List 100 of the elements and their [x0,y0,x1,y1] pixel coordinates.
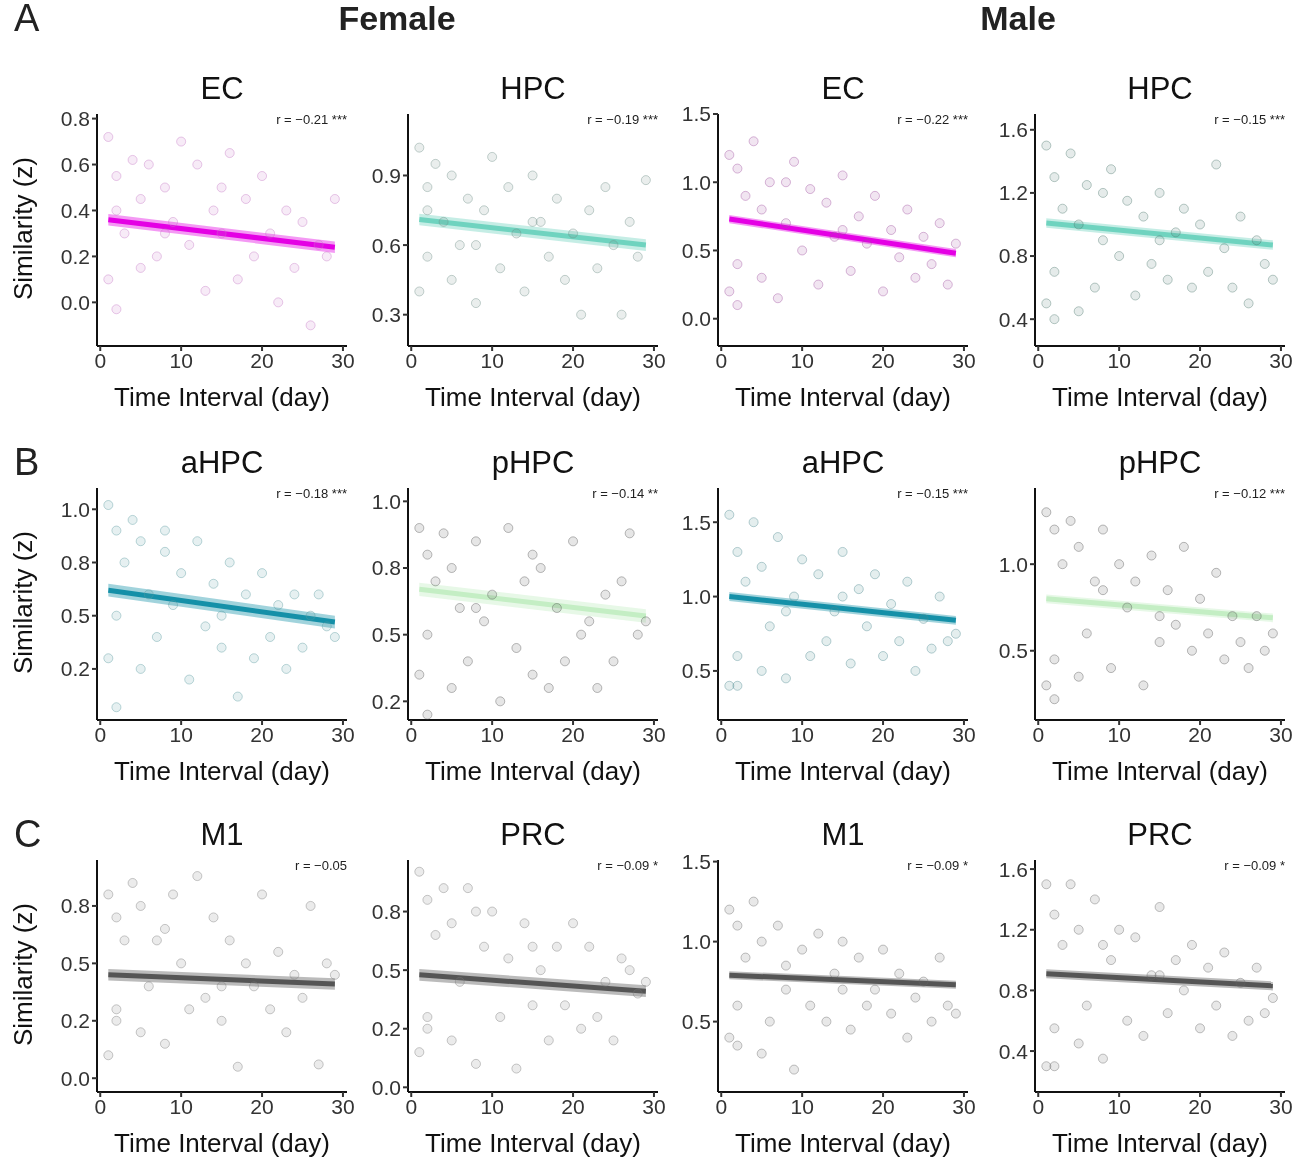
point [902,576,913,587]
point [446,274,457,285]
y-tick-label: 0.9 [371,163,401,187]
point [600,589,611,600]
point [724,286,735,297]
point [265,631,276,642]
y-tick-label: 0.3 [371,303,401,327]
annotation: r = −0.15 *** [1214,112,1285,127]
point [273,600,284,611]
x-tick-label: 0 [715,348,728,372]
point [837,170,848,181]
point [1057,559,1068,570]
annotation: r = −0.09 * [597,858,658,873]
point [208,205,219,216]
point [119,228,130,239]
point [192,871,203,882]
point [422,549,433,560]
x-tick-label: 0 [405,722,418,746]
point [1106,955,1117,966]
point [224,557,235,568]
point [551,941,562,952]
x-axis-title: Time Interval (day) [114,382,330,412]
point [313,1059,324,1070]
point [422,1023,433,1034]
point [446,682,457,694]
point [281,1027,292,1038]
point [559,656,570,667]
y-tick-label: 0.6 [371,233,401,257]
point [414,286,425,297]
point [764,1016,775,1027]
x-axis-title: Time Interval (day) [735,382,951,412]
point [1041,680,1052,691]
point [422,182,433,193]
point [111,1004,122,1015]
x-tick-label: 0 [1032,348,1045,372]
point [829,968,840,979]
point [135,262,146,273]
point [1227,1030,1238,1041]
point [470,240,481,251]
x-tick-label: 0 [405,1094,418,1118]
point [780,177,791,188]
chart-title: M1 [200,817,244,852]
point [200,621,211,632]
point [216,610,227,621]
point [297,216,308,227]
point [829,231,840,242]
y-tick-label: 1.5 [681,510,711,534]
point [224,935,235,946]
point [257,889,268,900]
point [1049,266,1060,277]
point [797,944,808,955]
point [1154,235,1165,246]
y-tick-label: 0.5 [681,659,711,683]
x-axis-title: Time Interval (day) [735,756,951,786]
point [1203,962,1214,973]
point [535,965,546,976]
point [1243,663,1254,674]
y-tick-label: 1.0 [60,497,90,521]
point [732,546,743,557]
point [837,546,848,557]
point [159,525,170,536]
point [1097,187,1108,198]
point [487,589,498,600]
point [724,509,735,520]
point [527,170,538,181]
text: Female [337,0,457,38]
point [780,673,791,684]
point [869,569,880,580]
point [886,224,897,236]
point [805,184,816,195]
text: C [14,813,42,856]
point [576,1023,587,1034]
annotation: r = −0.15 *** [897,486,968,501]
point [789,591,800,602]
point [1154,611,1165,622]
point [176,568,187,579]
x-tick-label: 30 [1269,348,1293,372]
point [111,610,122,621]
point [248,981,259,992]
x-axis-title: Time Interval (day) [425,1128,641,1158]
y-tick-label: 1.5 [681,102,711,126]
x-tick-label: 20 [561,348,585,372]
point [470,602,481,614]
point [1097,1053,1108,1064]
point [103,1050,114,1061]
point [772,920,783,931]
x-tick-label: 10 [169,722,193,746]
point [454,976,465,987]
point [1235,211,1246,222]
point [422,894,433,905]
point [1267,992,1278,1003]
point [1073,924,1084,935]
x-tick-label: 10 [790,1094,814,1118]
x-tick-label: 0 [715,722,728,746]
point [321,621,332,632]
x-tick-label: 0 [1032,722,1045,746]
point [886,1008,897,1019]
x-tick-label: 20 [561,1094,585,1118]
point [1138,680,1149,691]
point [1097,585,1108,596]
